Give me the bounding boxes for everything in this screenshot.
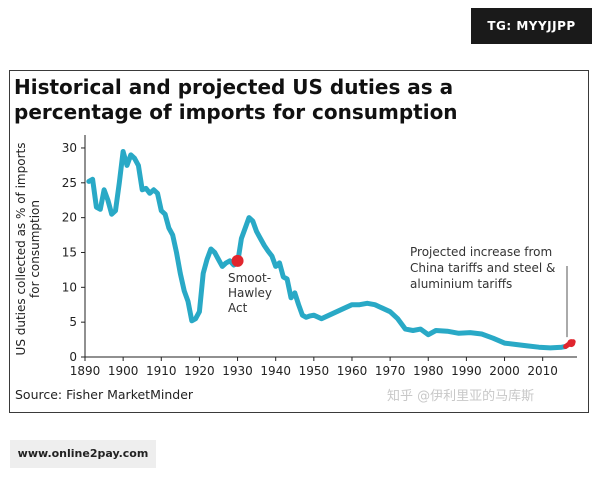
chart-title-line-1: Historical and projected US duties as a xyxy=(14,75,454,99)
y-axis-label: US duties collected as % of imports for … xyxy=(14,143,42,356)
x-tick-label: 1890 xyxy=(70,364,101,378)
smoot-hawley-marker xyxy=(231,254,244,267)
axes: 0 5 10 15 20 25 30 1890 1900 1910 1920 1930 1940 1950… xyxy=(62,135,577,378)
y-axis-label-line-1: US duties collected as % of imports xyxy=(14,143,28,356)
x-tick-label: 1960 xyxy=(337,364,368,378)
site-url-badge: www.online2pay.com xyxy=(10,440,156,468)
smoot-hawley-label-line: Hawley xyxy=(228,286,272,300)
x-tick-label: 1900 xyxy=(108,364,139,378)
zhihu-watermark: 知乎 @伊利里亚的马库斯 xyxy=(387,389,535,404)
source-note: Source: Fisher MarketMinder xyxy=(15,387,194,402)
chart-card: Historical and projected US duties as a … xyxy=(9,70,589,413)
x-tick-label: 2000 xyxy=(489,364,520,378)
x-tick-label: 1990 xyxy=(451,364,482,378)
chart-title-line-2: percentage of imports for consumption xyxy=(14,100,458,124)
y-tick-label: 5 xyxy=(69,315,77,329)
line-chart: US duties collected as % of imports for … xyxy=(14,135,577,378)
projection-label-line: China tariffs and steel & xyxy=(410,261,555,275)
tg-watermark-badge: TG: MYYJJPP xyxy=(471,8,592,44)
x-tick-label: 1980 xyxy=(413,364,444,378)
projection-label-line: Projected increase from xyxy=(410,245,552,259)
series-group xyxy=(86,149,576,351)
projection-marker xyxy=(567,339,576,348)
y-tick-label: 15 xyxy=(62,245,77,259)
y-axis-label-line-2: for consumption xyxy=(28,200,42,298)
smoot-hawley-label-line: Act xyxy=(228,301,248,315)
y-tick-label: 30 xyxy=(62,141,77,155)
x-tick-label: 1920 xyxy=(184,364,215,378)
y-tick-label: 25 xyxy=(62,176,77,190)
y-tick-label: 20 xyxy=(62,211,77,225)
smoot-hawley-label-line: Smoot- xyxy=(228,271,271,285)
x-tick-label: 1940 xyxy=(260,364,291,378)
y-tick-label: 0 xyxy=(69,350,77,364)
y-tick-label: 10 xyxy=(62,280,77,294)
historical-duties-line xyxy=(86,149,569,351)
x-tick-label: 1930 xyxy=(222,364,253,378)
projection-label-line: aluminium tariffs xyxy=(410,277,512,291)
x-tick-label: 1910 xyxy=(146,364,177,378)
chart-title: Historical and projected US duties as a … xyxy=(14,75,574,125)
x-tick-label: 2010 xyxy=(527,364,558,378)
x-tick-label: 1950 xyxy=(299,364,330,378)
x-tick-label: 1970 xyxy=(375,364,406,378)
